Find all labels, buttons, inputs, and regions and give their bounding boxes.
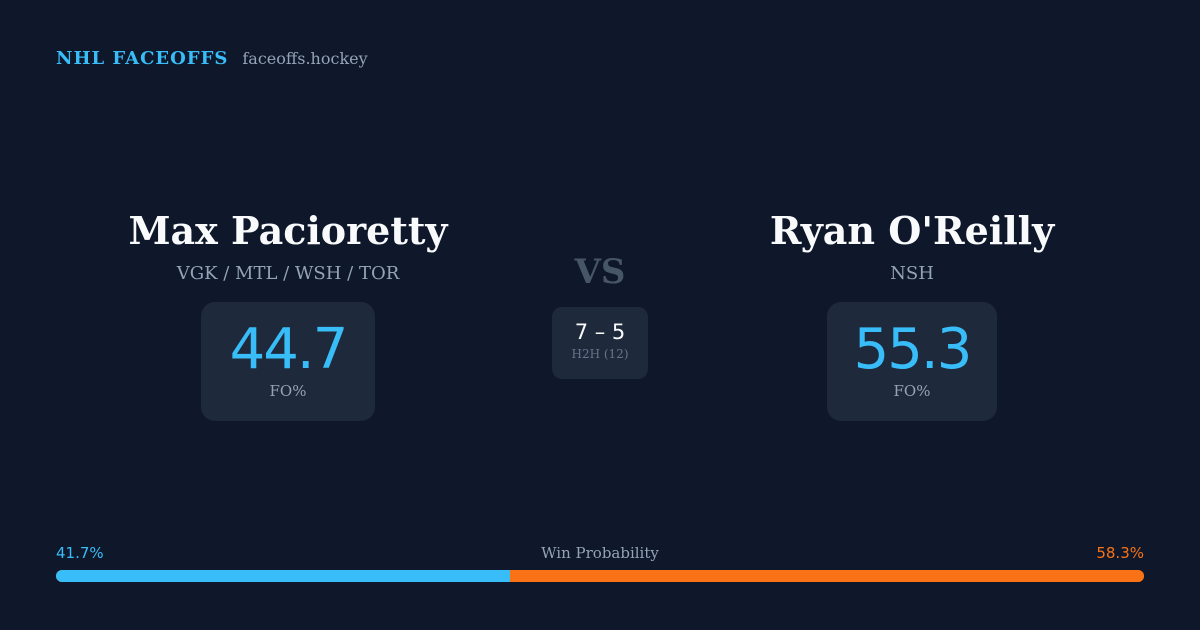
player-right: Ryan O'Reilly NSH (682, 206, 1142, 286)
win-probability-right-label: 58.3% (1096, 544, 1144, 562)
player-right-teams: NSH (890, 263, 934, 284)
player-left-name: Max Pacioretty (128, 208, 448, 253)
win-probability-bar (56, 570, 1144, 582)
head-to-head-score: 7 – 5 (574, 320, 626, 344)
win-probability-left-fill (56, 570, 510, 582)
player-left-fo-value: 44.7 (229, 317, 349, 382)
player-left-stat-card: 44.7 FO% (201, 302, 375, 421)
vs-label: VS (574, 252, 626, 292)
win-probability-left-label: 41.7% (56, 544, 104, 562)
win-probability-right-fill (509, 570, 1144, 582)
win-probability-title: Win Probability (541, 544, 659, 562)
head-to-head-label: H2H (12) (571, 347, 629, 361)
player-left-fo-label: FO% (269, 382, 307, 400)
brand-domain: faceoffs.hockey (242, 49, 368, 68)
player-right-fo-label: FO% (893, 382, 931, 400)
player-left-teams: VGK / MTL / WSH / TOR (176, 263, 400, 284)
head-to-head-card: 7 – 5 H2H (12) (552, 307, 648, 379)
brand-header: NHL FACEOFFS faceoffs.hockey (56, 48, 368, 69)
player-right-name: Ryan O'Reilly (769, 208, 1055, 253)
player-right-stat-card: 55.3 FO% (827, 302, 997, 421)
player-left: Max Pacioretty VGK / MTL / WSH / TOR (58, 206, 518, 286)
brand-name[interactable]: NHL FACEOFFS (56, 48, 229, 69)
player-right-fo-value: 55.3 (853, 317, 973, 382)
